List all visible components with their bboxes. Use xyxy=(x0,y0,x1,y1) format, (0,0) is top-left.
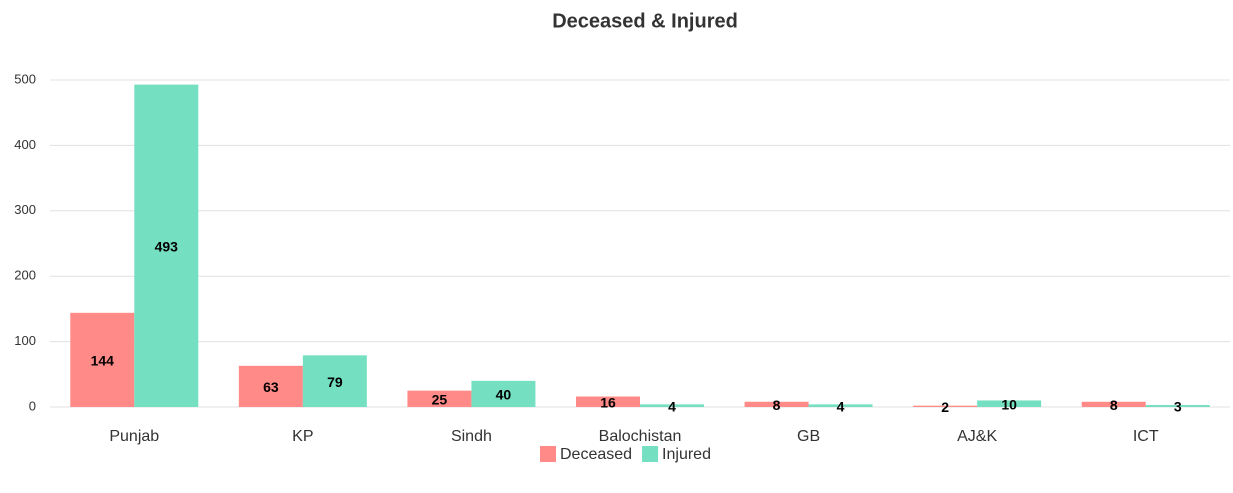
bar xyxy=(1081,401,1146,407)
y-tick-label: 100 xyxy=(14,333,36,348)
x-tick-label: AJ&K xyxy=(957,428,997,445)
data-label: 4 xyxy=(837,398,845,414)
legend-swatch xyxy=(642,446,659,462)
bar xyxy=(640,404,704,407)
y-tick-label: 400 xyxy=(14,137,36,152)
data-label: 8 xyxy=(773,397,781,413)
x-tick-label: ICT xyxy=(1133,428,1159,445)
data-label: 25 xyxy=(432,392,448,408)
chart-title: Deceased & Injured xyxy=(552,10,738,32)
y-tick-label: 0 xyxy=(29,398,36,413)
bar xyxy=(744,401,809,407)
x-tick-label: Punjab xyxy=(109,428,159,445)
bar xyxy=(302,355,367,407)
data-label: 3 xyxy=(1174,399,1182,415)
data-label: 144 xyxy=(91,353,115,369)
legend-swatch xyxy=(540,446,556,462)
data-label: 10 xyxy=(1001,396,1017,412)
bar xyxy=(576,396,640,407)
data-label: 8 xyxy=(1110,397,1118,413)
bar xyxy=(913,405,978,407)
data-label: 2 xyxy=(941,399,949,415)
bar xyxy=(238,365,303,407)
data-label: 16 xyxy=(600,394,616,410)
data-label: 4 xyxy=(668,398,676,414)
data-label: 63 xyxy=(263,379,279,395)
data-label: 79 xyxy=(327,374,343,390)
legend-label: Injured xyxy=(662,446,711,463)
x-tick-label: GB xyxy=(797,428,820,445)
legend-label: Deceased xyxy=(560,446,632,463)
y-tick-label: 200 xyxy=(14,268,36,283)
bar xyxy=(977,400,1042,407)
bar xyxy=(471,380,536,407)
x-tick-label: Balochistan xyxy=(599,428,682,445)
bar xyxy=(407,390,472,407)
bar xyxy=(808,404,873,407)
y-tick-label: 500 xyxy=(14,71,36,86)
x-tick-label: Sindh xyxy=(451,428,492,445)
y-tick-label: 300 xyxy=(14,202,36,217)
bar xyxy=(70,312,135,407)
x-tick-label: KP xyxy=(292,428,313,445)
data-label: 493 xyxy=(155,238,179,254)
bar xyxy=(1145,405,1210,407)
data-label: 40 xyxy=(496,387,512,403)
bar xyxy=(134,84,199,407)
